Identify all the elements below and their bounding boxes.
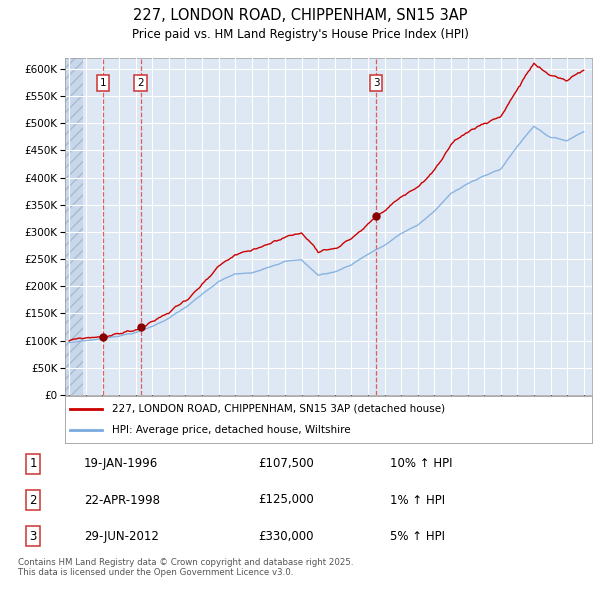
Text: 10% ↑ HPI: 10% ↑ HPI (390, 457, 452, 470)
Text: £107,500: £107,500 (258, 457, 314, 470)
Text: 3: 3 (29, 530, 37, 543)
Text: 1: 1 (100, 78, 106, 88)
Text: £125,000: £125,000 (258, 493, 314, 506)
Text: HPI: Average price, detached house, Wiltshire: HPI: Average price, detached house, Wilt… (112, 425, 351, 435)
Text: 1: 1 (29, 457, 37, 470)
Bar (65, 58, 83, 395)
Text: £330,000: £330,000 (258, 530, 314, 543)
Text: 1% ↑ HPI: 1% ↑ HPI (390, 493, 445, 506)
Text: 22-APR-1998: 22-APR-1998 (84, 493, 160, 506)
Text: 2: 2 (137, 78, 144, 88)
Text: 29-JUN-2012: 29-JUN-2012 (84, 530, 159, 543)
Text: 227, LONDON ROAD, CHIPPENHAM, SN15 3AP (detached house): 227, LONDON ROAD, CHIPPENHAM, SN15 3AP (… (112, 404, 446, 414)
Text: Price paid vs. HM Land Registry's House Price Index (HPI): Price paid vs. HM Land Registry's House … (131, 28, 469, 41)
Text: 3: 3 (373, 78, 379, 88)
Text: 19-JAN-1996: 19-JAN-1996 (84, 457, 158, 470)
Text: 227, LONDON ROAD, CHIPPENHAM, SN15 3AP: 227, LONDON ROAD, CHIPPENHAM, SN15 3AP (133, 8, 467, 23)
Text: Contains HM Land Registry data © Crown copyright and database right 2025.
This d: Contains HM Land Registry data © Crown c… (18, 558, 353, 578)
Text: 5% ↑ HPI: 5% ↑ HPI (390, 530, 445, 543)
Text: 2: 2 (29, 493, 37, 506)
